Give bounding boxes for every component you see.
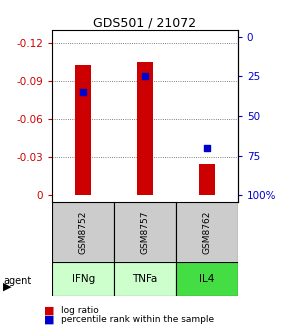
Bar: [176, 202, 238, 264]
Text: ■: ■: [44, 315, 54, 325]
Bar: [114, 202, 176, 264]
Bar: [75, 65, 91, 195]
Point: [204, 145, 209, 150]
Text: ▶: ▶: [3, 281, 11, 291]
Point: [143, 74, 147, 79]
Point: [81, 89, 86, 95]
Title: GDS501 / 21072: GDS501 / 21072: [93, 16, 197, 29]
Bar: [137, 62, 153, 195]
Text: IL4: IL4: [199, 274, 215, 284]
Text: agent: agent: [3, 276, 31, 286]
Bar: [52, 262, 114, 296]
Text: TNFa: TNFa: [132, 274, 158, 284]
Text: ■: ■: [44, 306, 54, 316]
Text: log ratio: log ratio: [61, 306, 99, 315]
Text: IFNg: IFNg: [72, 274, 95, 284]
Text: GSM8762: GSM8762: [202, 211, 211, 254]
Bar: [114, 262, 176, 296]
Bar: [52, 202, 114, 264]
Text: GSM8757: GSM8757: [140, 211, 150, 254]
Text: GSM8752: GSM8752: [79, 211, 88, 254]
Text: percentile rank within the sample: percentile rank within the sample: [61, 316, 214, 324]
Bar: [199, 164, 215, 195]
Bar: [176, 262, 238, 296]
